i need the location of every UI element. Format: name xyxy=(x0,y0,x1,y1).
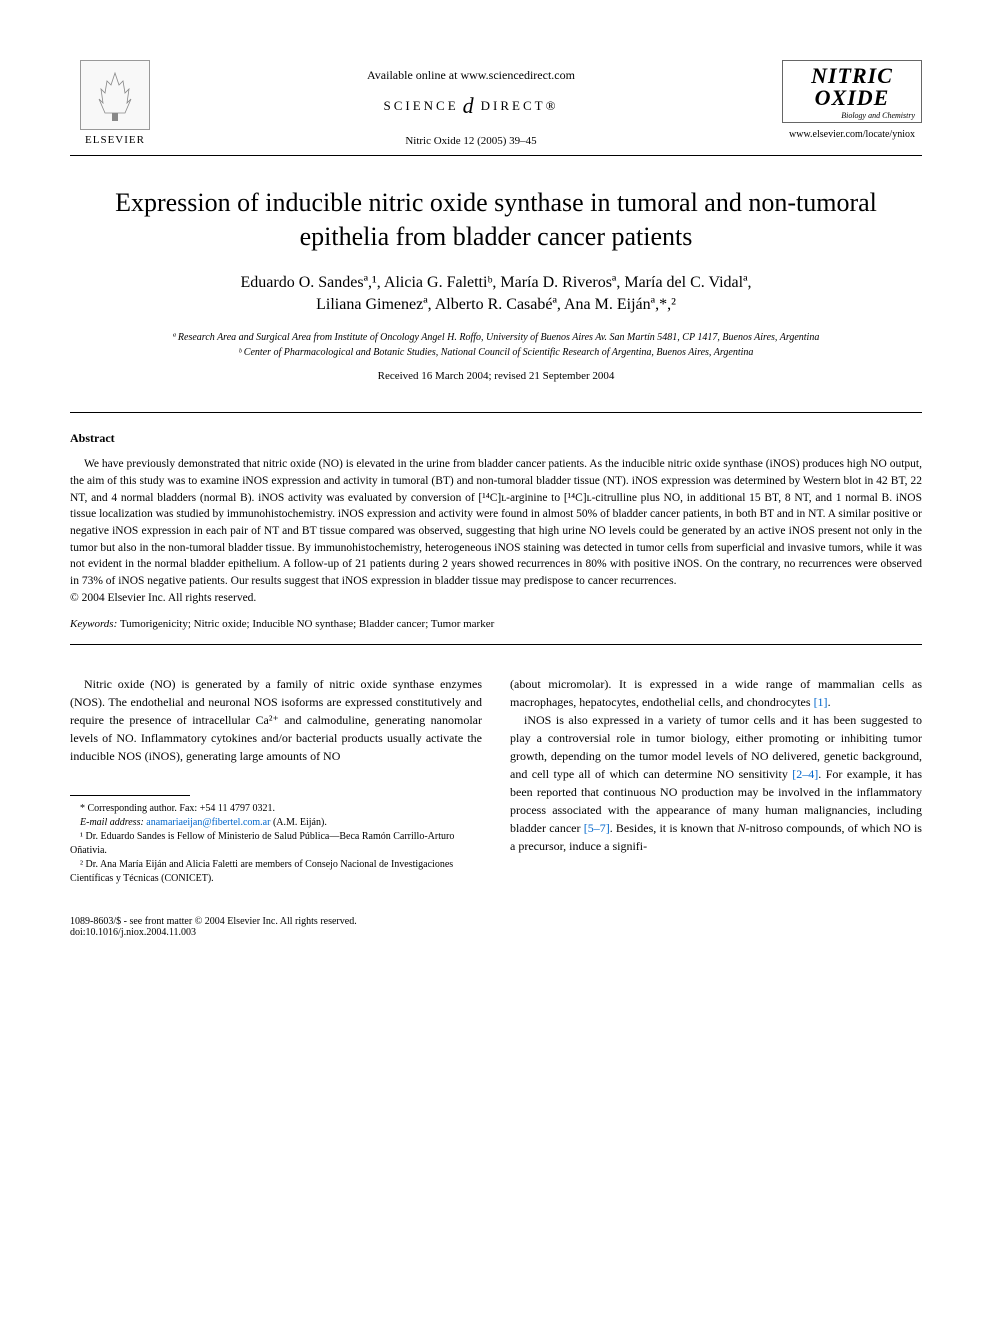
ref-2-4[interactable]: [2–4] xyxy=(792,767,818,781)
email-link[interactable]: anamariaeijan@fibertel.com.ar xyxy=(144,817,271,828)
footnote-corresponding: * Corresponding author. Fax: +54 11 4797… xyxy=(70,802,482,816)
abstract-copyright: © 2004 Elsevier Inc. All rights reserved… xyxy=(70,592,922,604)
body-columns: Nitric oxide (NO) is generated by a fami… xyxy=(70,675,922,886)
journal-logo: NITRIC OXIDE Biology and Chemistry www.e… xyxy=(782,60,922,140)
elsevier-tree-icon xyxy=(80,60,150,130)
sd-at-icon: d xyxy=(463,93,477,119)
journal-box: NITRIC OXIDE Biology and Chemistry xyxy=(782,60,922,123)
top-divider xyxy=(70,155,922,156)
column-left: Nitric oxide (NO) is generated by a fami… xyxy=(70,675,482,886)
authors-line-2: Liliana Gimenezª, Alberto R. Casabéª, An… xyxy=(316,296,676,313)
header-row: ELSEVIER Available online at www.science… xyxy=(70,60,922,147)
footnote-1: ¹ Dr. Eduardo Sandes is Fellow of Minist… xyxy=(70,830,482,858)
footer-copyright: 1089-8603/$ - see front matter © 2004 El… xyxy=(70,916,922,927)
available-online-text: Available online at www.sciencedirect.co… xyxy=(160,68,782,83)
article-title: Expression of inducible nitric oxide syn… xyxy=(70,186,922,254)
col1-para1: Nitric oxide (NO) is generated by a fami… xyxy=(70,675,482,765)
sd-right: DIRECT® xyxy=(481,98,559,114)
elsevier-label: ELSEVIER xyxy=(85,134,145,146)
elsevier-logo: ELSEVIER xyxy=(70,60,160,146)
keywords-label: Keywords: xyxy=(70,618,117,630)
journal-title-2: OXIDE xyxy=(789,87,915,109)
journal-subtitle: Biology and Chemistry xyxy=(789,111,915,120)
journal-url: www.elsevier.com/locate/yniox xyxy=(782,129,922,140)
column-right: (about micromolar). It is expressed in a… xyxy=(510,675,922,886)
center-header: Available online at www.sciencedirect.co… xyxy=(160,60,782,147)
footnote-2: ² Dr. Ana María Eiján and Alicia Faletti… xyxy=(70,858,482,886)
affiliation-b: ᵇ Center of Pharmacological and Botanic … xyxy=(70,345,922,360)
col2-para2: iNOS is also expressed in a variety of t… xyxy=(510,711,922,855)
footnote-email: E-mail address: anamariaeijan@fibertel.c… xyxy=(70,816,482,830)
journal-title-1: NITRIC xyxy=(789,65,915,87)
col2-para1: (about micromolar). It is expressed in a… xyxy=(510,675,922,711)
body-divider xyxy=(70,644,922,645)
ref-1[interactable]: [1] xyxy=(814,695,828,709)
abstract-top-divider xyxy=(70,412,922,413)
citation-text: Nitric Oxide 12 (2005) 39–45 xyxy=(160,135,782,147)
email-name: (A.M. Eiján). xyxy=(270,817,326,828)
sd-left: SCIENCE xyxy=(384,98,459,114)
authors: Eduardo O. Sandesª,¹, Alicia G. Falettiᵇ… xyxy=(70,272,922,317)
authors-line-1: Eduardo O. Sandesª,¹, Alicia G. Falettiᵇ… xyxy=(241,274,752,291)
footer-doi: doi:10.1016/j.niox.2004.11.003 xyxy=(70,927,922,938)
footer: 1089-8603/$ - see front matter © 2004 El… xyxy=(70,916,922,938)
keywords-text: Tumorigenicity; Nitric oxide; Inducible … xyxy=(117,618,494,630)
ref-5-7[interactable]: [5–7] xyxy=(584,821,610,835)
abstract-body: We have previously demonstrated that nit… xyxy=(70,456,922,589)
keywords: Keywords: Tumorigenicity; Nitric oxide; … xyxy=(70,618,922,630)
email-label: E-mail address: xyxy=(80,817,144,828)
affiliations: ª Research Area and Surgical Area from I… xyxy=(70,330,922,360)
affiliation-a: ª Research Area and Surgical Area from I… xyxy=(70,330,922,345)
science-direct-logo: SCIENCE d DIRECT® xyxy=(384,93,559,119)
dates: Received 16 March 2004; revised 21 Septe… xyxy=(70,370,922,382)
footnote-divider xyxy=(70,795,190,796)
footnotes: * Corresponding author. Fax: +54 11 4797… xyxy=(70,802,482,886)
abstract-heading: Abstract xyxy=(70,431,922,446)
